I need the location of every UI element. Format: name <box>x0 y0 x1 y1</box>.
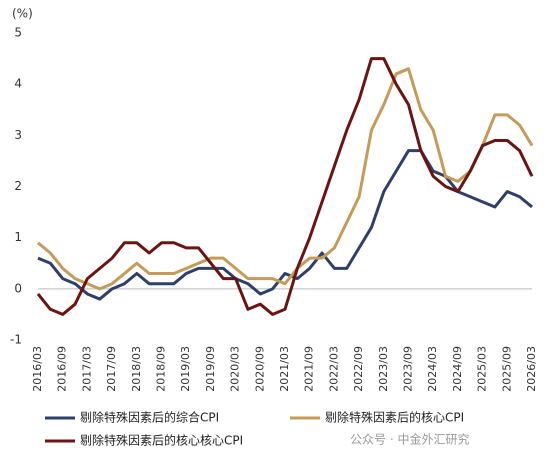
x-tick-label: 2024/03 <box>426 346 439 392</box>
x-tick-label: 2021/03 <box>278 346 291 392</box>
x-tick-label: 2025/09 <box>500 346 513 392</box>
x-tick-label: 2016/03 <box>31 346 44 392</box>
x-tick-label: 2022/03 <box>327 346 340 392</box>
x-tick-label: 2017/03 <box>80 346 93 392</box>
x-tick-label: 2022/09 <box>352 346 365 392</box>
legend-label: 剔除特殊因素后的核心核心CPI <box>80 433 243 448</box>
x-tick-label: 2026/03 <box>525 346 538 392</box>
y-tick-label: 4 <box>14 77 22 91</box>
y-tick-label: -1 <box>10 333 22 347</box>
y-tick-label: 1 <box>14 230 22 244</box>
x-tick-label: 2017/09 <box>105 346 118 392</box>
x-tick-label: 2020/09 <box>253 346 266 392</box>
x-tick-label: 2018/09 <box>155 346 168 392</box>
y-tick-label: 2 <box>14 179 22 193</box>
series-line <box>36 57 534 316</box>
x-tick-label: 2018/03 <box>130 346 143 392</box>
series-line <box>37 149 533 301</box>
x-tick-label: 2023/09 <box>402 346 415 392</box>
legend-label: 剔除特殊因素后的综合CPI <box>80 410 219 425</box>
legend-label: 剔除特殊因素后的核心CPI <box>325 410 464 425</box>
y-tick-label: 3 <box>14 128 22 142</box>
x-tick-label: 2021/09 <box>303 346 316 392</box>
x-tick-label: 2023/03 <box>377 346 390 392</box>
x-tick-label: 2019/03 <box>179 346 192 392</box>
y-tick-label: 0 <box>14 281 22 295</box>
y-tick-label: 5 <box>14 26 22 40</box>
y-unit-label: (%) <box>12 7 33 21</box>
watermark: 公众号 · 中金外汇研究 <box>350 432 469 447</box>
x-tick-label: 2024/09 <box>451 346 464 392</box>
x-tick-label: 2020/03 <box>229 346 242 392</box>
x-tick-label: 2019/09 <box>204 346 217 392</box>
series-line <box>37 67 534 291</box>
x-tick-label: 2025/03 <box>476 346 489 392</box>
x-tick-label: 2016/09 <box>56 346 69 392</box>
